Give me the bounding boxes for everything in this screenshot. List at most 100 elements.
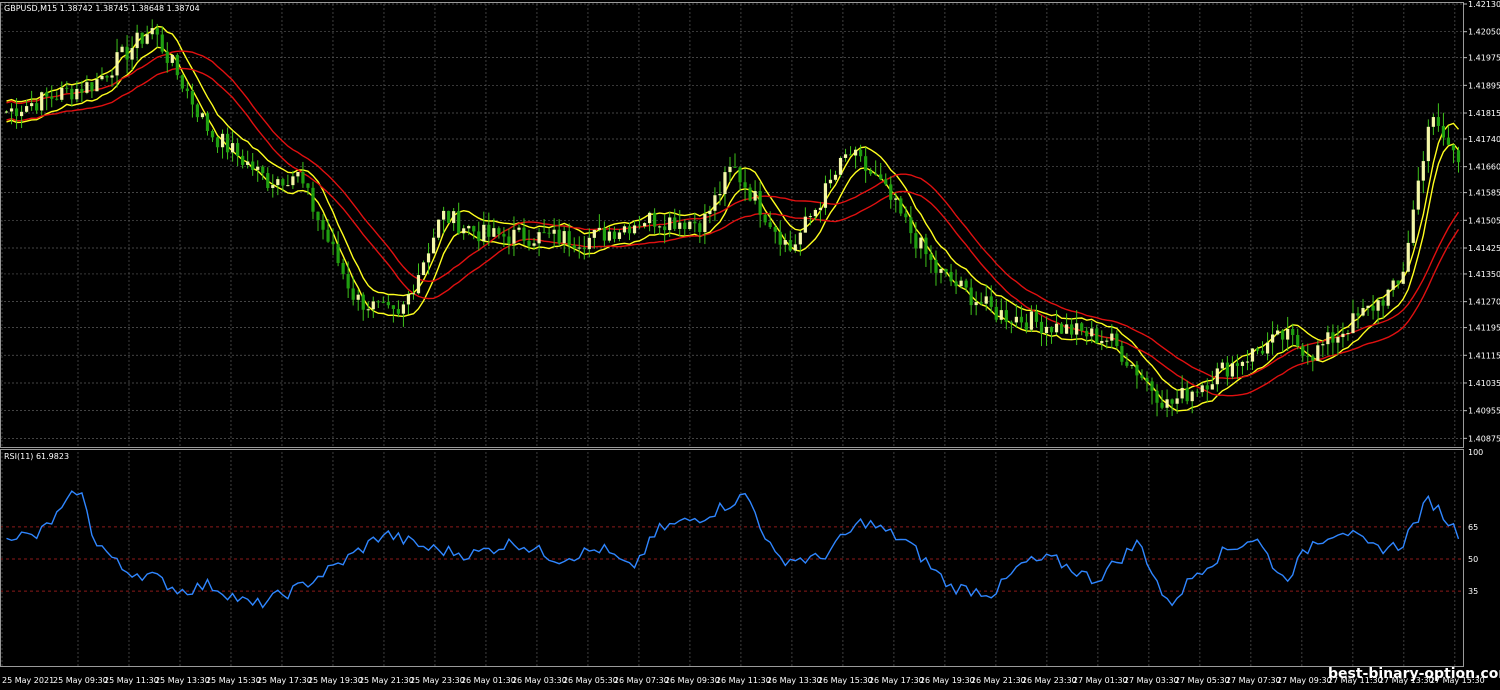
bull-candle — [718, 193, 722, 196]
bear-candle — [185, 88, 189, 92]
time-tick-label: 26 May 01:30 — [461, 676, 516, 685]
bear-candle — [1456, 150, 1461, 163]
price-tick-label: 1.41975 — [1468, 54, 1500, 63]
bull-candle — [1215, 368, 1219, 385]
bull-candle — [939, 269, 943, 273]
bull-candle — [95, 79, 99, 92]
bear-candle — [989, 296, 993, 307]
bear-candle — [306, 183, 310, 188]
bear-candle — [869, 170, 873, 174]
bull-candle — [552, 229, 556, 234]
time-tick-label: 25 May 13:30 — [155, 676, 210, 685]
bull-candle — [442, 210, 446, 220]
bear-candle — [90, 82, 94, 92]
bear-candle — [1115, 333, 1119, 347]
bear-candle — [70, 88, 74, 100]
bear-candle — [1019, 316, 1023, 323]
bull-candle — [1110, 333, 1114, 341]
bear-candle — [487, 224, 491, 237]
bull-candle — [818, 207, 823, 210]
bear-candle — [1381, 300, 1385, 306]
price-tick-label: 1.41035 — [1468, 379, 1500, 388]
bear-candle — [1140, 375, 1144, 378]
bear-candle — [281, 179, 285, 186]
bull-candle — [833, 174, 838, 180]
bull-candle — [1351, 313, 1355, 334]
bear-candle — [663, 226, 667, 231]
bull-candle — [648, 212, 652, 224]
rsi-tick-label: 100 — [1468, 448, 1483, 457]
price-tick-label: 1.41815 — [1468, 109, 1500, 118]
bull-candle — [1165, 399, 1169, 408]
bull-candle — [1326, 332, 1330, 345]
bull-candle — [728, 166, 732, 173]
bear-candle — [225, 133, 230, 153]
bear-candle — [527, 240, 531, 246]
bear-candle — [542, 232, 546, 234]
price-tick-label: 1.41115 — [1468, 351, 1500, 360]
bear-candle — [1441, 125, 1446, 138]
bull-candle — [436, 219, 441, 238]
main-panel-frame — [0, 2, 1464, 448]
bear-candle — [1260, 350, 1265, 354]
bear-candle — [1034, 311, 1039, 322]
bull-candle — [1200, 385, 1204, 393]
bull-candle — [1065, 324, 1069, 334]
price-tick-label: 1.41505 — [1468, 216, 1500, 225]
bull-candle — [1411, 209, 1415, 243]
bear-candle — [889, 184, 893, 200]
price-tick-label: 1.40955 — [1468, 407, 1500, 416]
bear-candle — [859, 149, 863, 157]
bear-candle — [572, 245, 576, 249]
bear-candle — [1004, 310, 1008, 322]
bull-candle — [9, 108, 14, 112]
time-tick-label: 25 May 11:30 — [104, 676, 159, 685]
bear-candle — [1331, 332, 1335, 343]
bear-candle — [1281, 330, 1285, 340]
bull-candle — [798, 232, 802, 245]
bull-candle — [562, 231, 566, 244]
bear-candle — [1235, 363, 1240, 366]
time-tick-label: 27 May 09:30 — [1277, 676, 1332, 685]
bull-candle — [828, 179, 833, 184]
bull-candle — [587, 237, 591, 250]
time-tick-label: 26 May 09:30 — [665, 676, 720, 685]
bear-candle — [879, 174, 883, 180]
bull-candle — [60, 87, 64, 100]
bull-candle — [426, 253, 431, 263]
bear-candle — [994, 306, 998, 320]
bear-candle — [1150, 381, 1154, 391]
bull-candle — [894, 198, 898, 200]
bear-candle — [447, 210, 451, 224]
bull-candle — [467, 226, 471, 229]
bear-candle — [1024, 322, 1029, 330]
bull-candle — [1014, 316, 1018, 323]
price-tick-label: 1.42130 — [1468, 0, 1500, 9]
bear-candle — [1291, 329, 1295, 335]
bear-candle — [673, 217, 677, 229]
bear-candle — [1195, 391, 1199, 393]
bear-candle — [1049, 326, 1054, 333]
time-tick-label: 25 May 19:30 — [308, 676, 363, 685]
bear-candle — [979, 302, 983, 304]
time-tick-label: 27 May 01:30 — [1073, 676, 1128, 685]
bear-candle — [155, 28, 159, 35]
bear-candle — [1039, 321, 1044, 334]
watermark: best-binary-option.com — [1328, 666, 1500, 682]
bear-candle — [326, 229, 330, 242]
bear-candle — [522, 227, 526, 241]
bull-candle — [120, 46, 124, 53]
bear-candle — [386, 301, 390, 306]
bull-candle — [296, 171, 300, 177]
bear-candle — [55, 98, 59, 100]
bear-candle — [80, 88, 84, 93]
bear-candle — [743, 182, 747, 188]
bear-candle — [331, 241, 335, 245]
bull-candle — [1286, 329, 1290, 340]
bull-candle — [200, 113, 205, 118]
candles — [4, 19, 1461, 418]
bear-candle — [321, 220, 325, 230]
bear-candle — [1205, 385, 1209, 390]
